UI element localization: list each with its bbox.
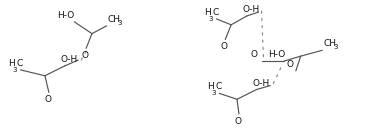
Text: O-H: O-H [60, 55, 78, 64]
Text: O-H: O-H [243, 5, 260, 14]
Text: H-O: H-O [57, 11, 74, 20]
Text: O-H: O-H [253, 78, 270, 88]
Text: H: H [8, 59, 14, 68]
Text: O: O [221, 42, 228, 51]
Text: H: H [207, 82, 214, 91]
Text: 3: 3 [333, 44, 338, 50]
Text: O: O [251, 50, 257, 59]
Text: H: H [204, 8, 211, 17]
Text: 3: 3 [118, 20, 122, 26]
Text: H-O: H-O [268, 50, 286, 59]
Text: O: O [287, 60, 294, 69]
Text: 3: 3 [212, 90, 216, 96]
Text: 3: 3 [209, 16, 213, 22]
Text: CH: CH [108, 15, 121, 24]
Text: O: O [44, 95, 51, 104]
Text: 3: 3 [12, 67, 17, 73]
Text: C: C [215, 82, 222, 91]
Text: C: C [17, 59, 23, 68]
Text: O: O [82, 51, 88, 60]
Text: O: O [234, 117, 242, 126]
Text: C: C [212, 8, 219, 17]
Text: CH: CH [323, 39, 336, 48]
